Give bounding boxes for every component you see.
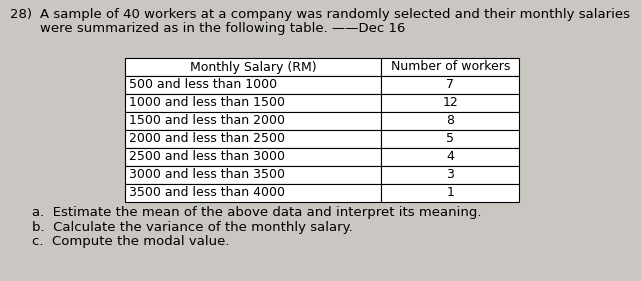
Text: 1000 and less than 1500: 1000 and less than 1500 [129, 96, 285, 110]
Bar [125, 94, 381, 112]
Bar [125, 58, 381, 76]
Bar [381, 112, 519, 130]
Bar [125, 130, 381, 148]
Text: 2500 and less than 3000: 2500 and less than 3000 [129, 151, 285, 164]
Text: 8: 8 [446, 114, 454, 128]
Text: 4: 4 [446, 151, 454, 164]
Bar [125, 166, 381, 184]
Bar [125, 112, 381, 130]
Text: were summarized as in the following table. ——Dec 16: were summarized as in the following tabl… [40, 22, 405, 35]
Bar [125, 76, 381, 94]
Text: 3: 3 [446, 169, 454, 182]
Text: b.  Calculate the variance of the monthly salary.: b. Calculate the variance of the monthly… [32, 221, 353, 234]
Bar [125, 148, 381, 166]
Bar [381, 58, 519, 76]
Text: 5: 5 [446, 133, 454, 146]
Text: 500 and less than 1000: 500 and less than 1000 [129, 78, 277, 92]
Bar [381, 130, 519, 148]
Text: 2000 and less than 2500: 2000 and less than 2500 [129, 133, 285, 146]
Bar [125, 184, 381, 202]
Text: 1500 and less than 2000: 1500 and less than 2000 [129, 114, 285, 128]
Text: a.  Estimate the mean of the above data and interpret its meaning.: a. Estimate the mean of the above data a… [32, 206, 481, 219]
Text: Monthly Salary (RM): Monthly Salary (RM) [190, 60, 317, 74]
Bar [381, 166, 519, 184]
Bar [381, 76, 519, 94]
Text: 3500 and less than 4000: 3500 and less than 4000 [129, 187, 285, 200]
Text: Number of workers: Number of workers [390, 60, 510, 74]
Text: 7: 7 [446, 78, 454, 92]
Text: 1: 1 [446, 187, 454, 200]
Text: 12: 12 [442, 96, 458, 110]
Text: 3000 and less than 3500: 3000 and less than 3500 [129, 169, 285, 182]
Text: A sample of 40 workers at a company was randomly selected and their monthly sala: A sample of 40 workers at a company was … [40, 8, 630, 21]
Text: 28): 28) [10, 8, 32, 21]
Bar [381, 94, 519, 112]
Text: c.  Compute the modal value.: c. Compute the modal value. [32, 235, 229, 248]
Bar [381, 148, 519, 166]
Bar [381, 184, 519, 202]
